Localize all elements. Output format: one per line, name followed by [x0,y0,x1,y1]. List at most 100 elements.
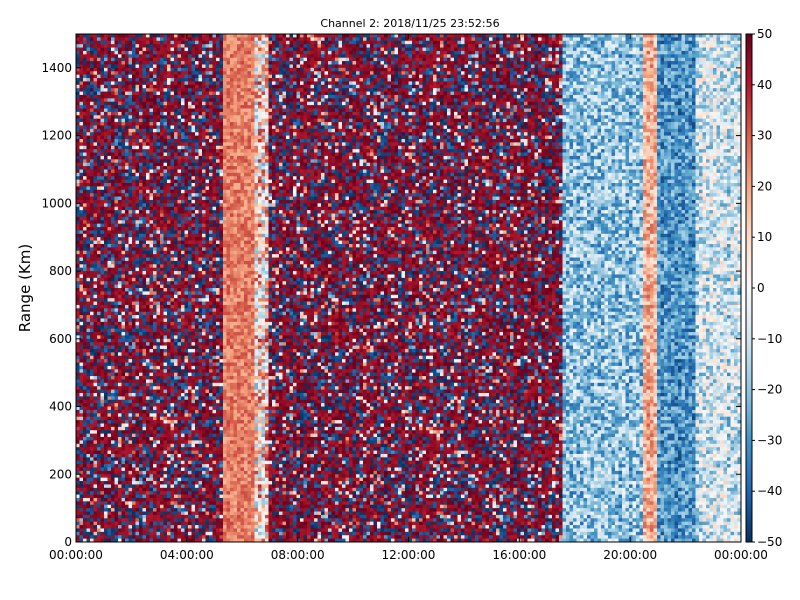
heatmap-cell [149,132,154,136]
heatmap-cell [188,152,192,157]
heatmap-cell [184,291,189,296]
heatmap-cell [118,315,122,319]
heatmap-cell [160,443,164,448]
heatmap-cell [163,220,168,225]
heatmap-cell [104,525,108,529]
heatmap-cell [156,342,161,346]
heatmap-cell [128,389,133,394]
heatmap-cell [153,50,157,55]
heatmap-cell [160,108,164,113]
heatmap-cell [90,159,94,164]
heatmap-cell [76,416,80,421]
heatmap-cell [107,359,112,363]
heatmap-cell [111,233,115,238]
heatmap-cell [93,382,98,387]
heatmap-cell [125,199,129,204]
heatmap-cell [174,61,178,65]
heatmap-cell [153,91,157,96]
heatmap-cell [160,389,164,394]
heatmap-cell [111,443,115,448]
heatmap-cell [132,260,136,265]
heatmap-cell [139,203,143,208]
heatmap-cell [114,467,119,472]
heatmap-cell [90,423,94,428]
heatmap-cell [163,277,168,282]
heatmap-cell [184,288,189,292]
heatmap-cell [139,179,143,184]
heatmap-cell [181,409,185,414]
heatmap-cell [149,406,154,411]
heatmap-cell [97,227,101,231]
heatmap-cell [114,392,119,397]
heatmap-cell [170,152,175,157]
heatmap-cell [132,166,136,170]
heatmap-cell [153,227,157,231]
heatmap-cell [83,264,87,269]
heatmap-cell [146,301,150,306]
heatmap-cell [83,521,87,526]
heatmap-cell [142,450,147,455]
heatmap-cell [139,504,143,509]
heatmap-cell [142,511,147,516]
heatmap-cell [79,220,84,225]
heatmap-cell [139,135,143,140]
heatmap-cell [170,105,175,109]
heatmap-cell [118,535,122,539]
heatmap-cell [97,352,101,357]
heatmap-cell [188,57,192,62]
heatmap-cell [93,61,98,65]
heatmap-cell [90,247,94,252]
heatmap-cell [118,115,122,120]
heatmap-cell [132,470,136,475]
heatmap-cell [177,267,182,272]
heatmap-cell [93,514,98,519]
heatmap-cell [111,362,115,367]
heatmap-cell [184,470,189,475]
heatmap-cell [76,430,80,434]
heatmap-cell [177,254,182,258]
heatmap-cell [93,237,98,241]
heatmap-cell [107,518,112,523]
heatmap-cell [170,328,175,333]
heatmap-cell [153,406,157,411]
heatmap-cell [83,369,87,374]
heatmap-cell [149,426,154,431]
heatmap-cell [79,348,84,353]
heatmap-cell [156,44,161,48]
heatmap-cell [170,359,175,363]
heatmap-cell [79,531,84,536]
heatmap-cell [181,206,185,211]
heatmap-cell [107,508,112,512]
heatmap-cell [184,135,189,140]
heatmap-cell [181,345,185,350]
heatmap-cell [170,162,175,167]
heatmap-cell [135,50,140,55]
heatmap-cell [139,254,143,258]
heatmap-cell [184,230,189,235]
heatmap-cell [97,162,101,167]
heatmap-cell [83,152,87,157]
heatmap-cell [93,189,98,194]
heatmap-cell [146,145,150,150]
heatmap-cell [100,294,105,299]
heatmap-cell [181,372,185,377]
heatmap-cell [107,240,112,245]
heatmap-cell [188,115,192,120]
heatmap-cell [111,497,115,502]
heatmap-cell [191,47,196,52]
heatmap-cell [100,453,105,458]
heatmap-cell [153,365,157,370]
heatmap-cell [163,325,168,329]
heatmap-cell [100,122,105,126]
heatmap-cell [100,487,105,492]
heatmap-cell [121,145,126,150]
heatmap-cell [79,413,84,418]
heatmap-cell [142,437,147,441]
heatmap-cell [139,67,143,72]
heatmap-cell [79,199,84,204]
heatmap-cell [146,426,150,431]
heatmap-cell [118,78,122,82]
heatmap-cell [90,237,94,241]
heatmap-cell [90,511,94,516]
heatmap-cell [125,416,129,421]
